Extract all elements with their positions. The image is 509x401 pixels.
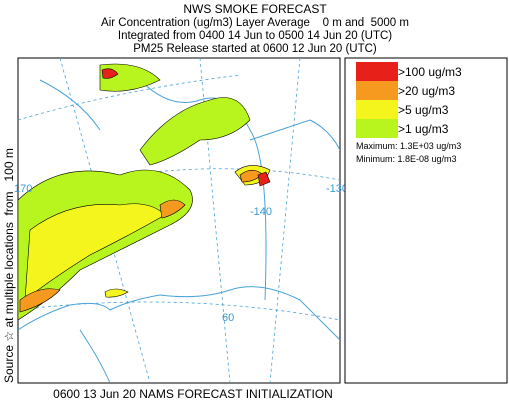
map: 170 -140 -130 60 — [14, 57, 348, 384]
subtitle: PM25 Release started at 0600 12 Jun 20 (… — [133, 43, 377, 55]
map-label: 60 — [222, 312, 234, 324]
side-label: Source ☆ at multiple locations from 100 … — [2, 148, 16, 383]
legend-label: >5 ug/m3 — [398, 103, 449, 117]
legend-minimum: Minimum: 1.8E-08 ug/m3 — [356, 154, 457, 164]
map-label: -130 — [326, 183, 348, 195]
legend-label: >1 ug/m3 — [398, 122, 449, 136]
legend-swatch — [356, 100, 398, 119]
coastline — [18, 79, 340, 383]
legend-maximum: Maximum: 1.3E+03 ug/m3 — [356, 141, 461, 151]
legend-label: >100 ug/m3 — [398, 65, 462, 79]
map-label: -140 — [250, 206, 272, 218]
footer: 0600 13 Jun 20 NAMS FORECAST INITIALIZAT… — [53, 387, 333, 401]
smoke — [18, 63, 271, 321]
subtitle: Integrated from 0400 14 Jun to 0500 14 J… — [118, 30, 392, 42]
title: NWS SMOKE FORECAST — [183, 2, 327, 16]
legend-swatch — [356, 81, 398, 100]
legend-label: >20 ug/m3 — [398, 84, 455, 98]
map-label: 170 — [14, 183, 32, 195]
subtitle: Air Concentration (ug/m3) Layer Average … — [101, 17, 409, 29]
legend: >100 ug/m3 >20 ug/m3 >5 ug/m3 >1 ug/m3 Maxi… — [344, 57, 508, 384]
legend-swatch — [356, 119, 398, 138]
legend-swatch — [356, 62, 398, 81]
